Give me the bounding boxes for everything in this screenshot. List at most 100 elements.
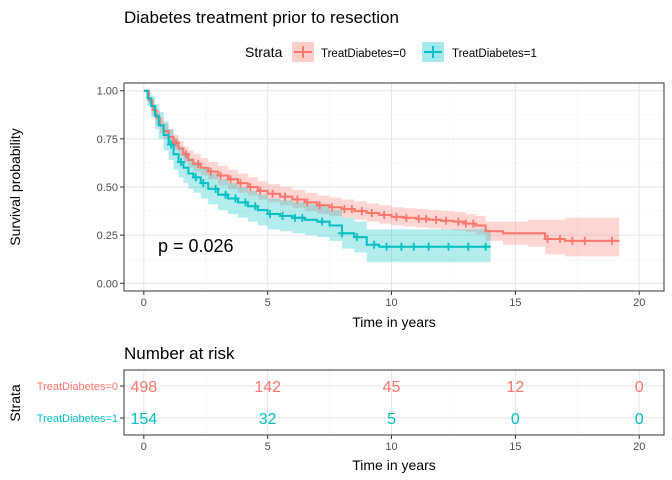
censor-mark <box>461 219 470 228</box>
survival-plot-panel: 0.000.250.500.751.00 0 5 10 15 20 p = 0.026 … <box>7 82 665 330</box>
censor-mark <box>221 190 230 199</box>
risk-x-tick-label: 10 <box>385 441 397 453</box>
risk-x-tick-label: 15 <box>509 441 521 453</box>
censor-mark <box>382 242 391 251</box>
censor-mark <box>555 235 564 243</box>
risk-cell: 0 <box>635 411 644 428</box>
censor-mark <box>454 217 463 226</box>
censor-mark <box>199 179 208 188</box>
censor-mark <box>315 201 324 210</box>
censor-mark <box>281 192 290 201</box>
legend: Strata TreatDiabetes=0 TreatDiabetes=1 <box>245 42 537 62</box>
risk-cell: 5 <box>387 411 396 428</box>
risk-x-tick-label: 5 <box>265 441 271 453</box>
censor-mark <box>172 138 181 147</box>
censor-mark <box>432 215 441 224</box>
risk-row-label: TreatDiabetes=0 <box>37 381 118 393</box>
plot-grid <box>124 83 664 291</box>
censor-mark <box>211 184 220 193</box>
censor-mark <box>241 198 250 207</box>
y-tick-label: 0.75 <box>97 134 118 146</box>
legend-label-treatdiabetes-0: TreatDiabetes=0 <box>321 48 406 60</box>
censor-mark <box>256 186 265 195</box>
censor-mark <box>347 205 356 214</box>
y-tick-label: 0.00 <box>97 278 118 290</box>
x-tick-label: 20 <box>633 297 645 309</box>
censor-mark <box>543 235 552 243</box>
ci-band-treatdiabetes-1 <box>143 90 491 263</box>
legend-title: Strata <box>245 44 283 60</box>
y-axis-ticks: 0.00 0.25 0.50 0.75 1.00 <box>97 86 124 290</box>
censor-mark <box>293 195 302 204</box>
risk-x-axis-label: Time in years <box>352 457 436 473</box>
censor-mark <box>340 205 349 214</box>
censor-mark <box>206 167 215 176</box>
censor-mark <box>397 242 406 251</box>
censor-marks <box>167 138 616 251</box>
x-tick-label: 5 <box>265 297 271 309</box>
censor-mark <box>607 236 616 245</box>
risk-cell: 0 <box>635 379 644 396</box>
risk-table-border <box>123 369 665 436</box>
censor-mark <box>422 214 431 223</box>
censor-mark <box>181 150 190 159</box>
censor-mark <box>481 242 490 251</box>
legend-key-treatdiabetes-0 <box>292 42 314 62</box>
risk-table-row-labels: TreatDiabetes=0 TreatDiabetes=1 <box>37 381 124 425</box>
censor-mark <box>278 211 287 220</box>
censor-mark <box>367 209 376 217</box>
y-tick-label: 0.25 <box>97 230 118 242</box>
risk-x-tick-label: 20 <box>633 441 645 453</box>
risk-y-axis-label: Strata <box>7 384 23 422</box>
censor-mark <box>444 242 453 251</box>
risk-table-title: Number at risk <box>124 344 235 363</box>
censor-mark <box>236 179 245 188</box>
censor-mark <box>568 236 577 245</box>
censor-mark <box>402 213 411 222</box>
risk-x-axis-ticks: 0 5 10 15 20 <box>141 435 645 453</box>
x-tick-label: 0 <box>141 297 147 309</box>
censor-mark <box>231 194 240 203</box>
x-axis-label: Time in years <box>352 314 436 330</box>
censor-mark <box>424 242 433 251</box>
censor-mark <box>298 213 307 222</box>
chart-title: Diabetes treatment prior to resection <box>124 8 399 27</box>
x-tick-label: 10 <box>385 297 397 309</box>
censor-mark <box>328 203 337 212</box>
risk-cell: 0 <box>511 411 520 428</box>
censor-mark <box>226 175 235 184</box>
y-axis-label: Survival probability <box>7 128 23 246</box>
censor-mark <box>318 217 327 226</box>
censor-mark <box>191 173 200 182</box>
censor-mark <box>357 207 366 216</box>
p-value-annotation: p = 0.026 <box>158 236 234 256</box>
censor-mark <box>580 236 589 245</box>
censor-mark <box>469 219 478 228</box>
censor-mark <box>194 159 203 168</box>
risk-table: Number at risk 498 142 45 12 0 154 32 5 0 0 Treat… <box>7 344 665 473</box>
x-tick-label: 15 <box>509 297 521 309</box>
risk-row-label: TreatDiabetes=1 <box>37 413 118 425</box>
y-tick-label: 1.00 <box>97 86 118 98</box>
censor-mark <box>266 209 275 218</box>
censor-mark <box>380 210 389 219</box>
risk-cell: 142 <box>254 379 281 396</box>
censor-mark <box>352 233 361 242</box>
risk-cell: 32 <box>259 411 277 428</box>
censor-mark <box>176 157 185 166</box>
risk-cell: 45 <box>383 379 401 396</box>
censor-mark <box>337 229 346 238</box>
censor-mark <box>409 242 418 251</box>
censor-mark <box>442 216 451 225</box>
censor-mark <box>370 240 379 249</box>
risk-cell: 12 <box>506 379 524 396</box>
x-axis-ticks: 0 5 10 15 20 <box>141 291 645 309</box>
censor-mark <box>268 189 277 198</box>
risk-table-cells: 498 142 45 12 0 154 32 5 0 0 <box>130 379 643 428</box>
censor-mark <box>464 242 473 251</box>
risk-table-grid <box>124 370 664 435</box>
censor-mark <box>216 171 225 180</box>
censor-mark <box>303 198 312 207</box>
legend-label-treatdiabetes-1: TreatDiabetes=1 <box>452 48 537 60</box>
censor-mark <box>251 202 260 211</box>
